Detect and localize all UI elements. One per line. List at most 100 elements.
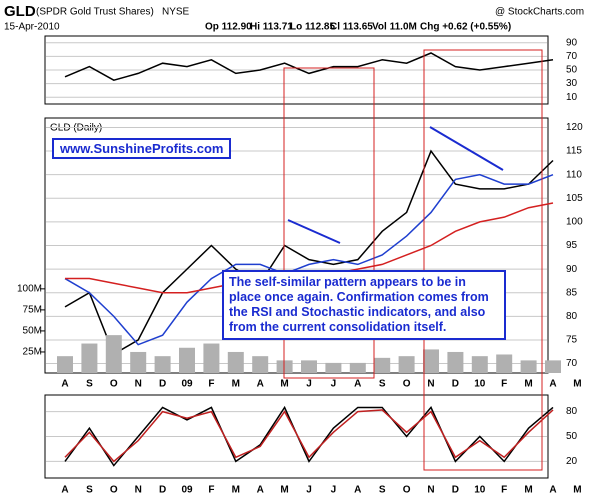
x-tick-label: D — [159, 485, 166, 496]
x-tick-label: F — [501, 379, 507, 390]
x-tick-label: J — [331, 379, 337, 390]
x-tick-label: N — [135, 485, 142, 496]
volume-bar — [496, 354, 513, 373]
trend-line — [429, 126, 504, 171]
x-tick-label: O — [110, 379, 118, 390]
series-line — [64, 405, 554, 467]
volume-bar — [447, 351, 464, 373]
x-tick-label: A — [354, 485, 361, 496]
y-tick-label: 75 — [566, 335, 578, 346]
y-tick-label: 70 — [566, 358, 578, 369]
x-tick-label: S — [379, 485, 386, 496]
x-tick-label: M — [524, 379, 532, 390]
x-tick-label: M — [280, 379, 288, 390]
x-tick-label: F — [501, 485, 507, 496]
stat: Vol 11.0M — [372, 22, 417, 33]
volume-bar — [374, 357, 391, 373]
volume-bar — [520, 360, 537, 373]
y-tick-label: 90 — [566, 264, 578, 275]
x-tick-label: 09 — [181, 485, 193, 496]
y-tick-label: 10 — [566, 92, 578, 103]
y-tick-label: 120 — [566, 122, 583, 133]
x-tick-label: N — [135, 379, 142, 390]
volume-bar — [81, 343, 98, 373]
volume-bar — [545, 360, 561, 373]
volume-bar — [179, 347, 195, 373]
volume-bar — [203, 343, 220, 373]
volume-bar — [423, 349, 439, 373]
x-tick-label: M — [232, 379, 240, 390]
volume-bar — [227, 351, 244, 373]
y-tick-label: 20 — [566, 456, 578, 467]
series-line — [64, 173, 554, 346]
x-tick-label: N — [427, 379, 434, 390]
date: 15-Apr-2010 — [4, 22, 60, 33]
x-tick-label: M — [573, 379, 581, 390]
highlight-box — [283, 67, 375, 379]
y-tick-label: 25M — [23, 347, 42, 358]
y-tick-label: 90 — [566, 37, 578, 48]
y-tick-label: 115 — [566, 146, 582, 157]
y-tick-label: 95 — [566, 240, 578, 251]
x-tick-label: A — [257, 379, 264, 390]
x-tick-label: M — [573, 485, 581, 496]
x-tick-label: A — [549, 485, 556, 496]
x-tick-label: J — [331, 485, 337, 496]
x-tick-label: J — [306, 379, 312, 390]
source: @ StockCharts.com — [495, 7, 584, 18]
y-tick-label: 75M — [23, 305, 42, 316]
x-tick-label: M — [524, 485, 532, 496]
x-tick-label: D — [452, 379, 459, 390]
stat: Cl 113.65 — [330, 22, 373, 33]
x-tick-label: S — [86, 485, 93, 496]
volume-bar — [276, 360, 293, 373]
series-line — [64, 149, 554, 356]
volume-bar — [105, 335, 122, 373]
volume-bar — [301, 360, 317, 373]
y-tick-label: 70 — [566, 51, 578, 62]
volume-bar — [252, 356, 269, 373]
volume-bar — [57, 356, 73, 373]
x-tick-label: 10 — [474, 379, 486, 390]
x-tick-label: O — [403, 379, 411, 390]
x-tick-label: D — [452, 485, 459, 496]
volume-bar — [154, 356, 171, 373]
x-tick-label: 10 — [474, 485, 486, 496]
volume-bar — [130, 351, 147, 373]
exchange: NYSE — [162, 7, 190, 18]
symbol: GLD — [4, 3, 36, 20]
volume-bar — [325, 362, 342, 373]
highlight-box — [423, 49, 543, 471]
x-tick-label: M — [280, 485, 288, 496]
y-tick-label: 100 — [566, 217, 583, 228]
y-tick-label: 50 — [566, 65, 578, 76]
volume-bar — [471, 356, 488, 373]
stat: Op 112.90 — [205, 22, 252, 33]
y-tick-label: 30 — [566, 78, 578, 89]
x-tick-label: A — [257, 485, 264, 496]
annotation: The self-similar pattern appears to be i… — [222, 270, 506, 340]
x-tick-label: S — [379, 379, 386, 390]
stat: Lo 112.85 — [290, 22, 335, 33]
volume-bar — [349, 362, 366, 373]
stat: Hi 113.71 — [250, 22, 293, 33]
company: (SPDR Gold Trust Shares) — [36, 7, 154, 18]
x-tick-label: N — [427, 485, 434, 496]
y-tick-label: 100M — [17, 283, 42, 294]
x-tick-label: J — [306, 485, 312, 496]
y-tick-label: 80 — [566, 406, 578, 417]
x-tick-label: A — [354, 379, 361, 390]
y-tick-label: 105 — [566, 193, 583, 204]
stat: Chg +0.62 (+0.55%) — [420, 22, 511, 33]
x-tick-label: F — [208, 485, 214, 496]
y-tick-label: 50 — [566, 431, 578, 442]
volume-bar — [398, 356, 415, 373]
series-line — [64, 409, 554, 463]
trend-line — [287, 219, 341, 244]
y-tick-label: 80 — [566, 311, 578, 322]
y-tick-label: 110 — [566, 169, 582, 180]
x-tick-label: M — [232, 485, 240, 496]
x-tick-label: S — [86, 379, 93, 390]
x-tick-label: 09 — [181, 379, 193, 390]
